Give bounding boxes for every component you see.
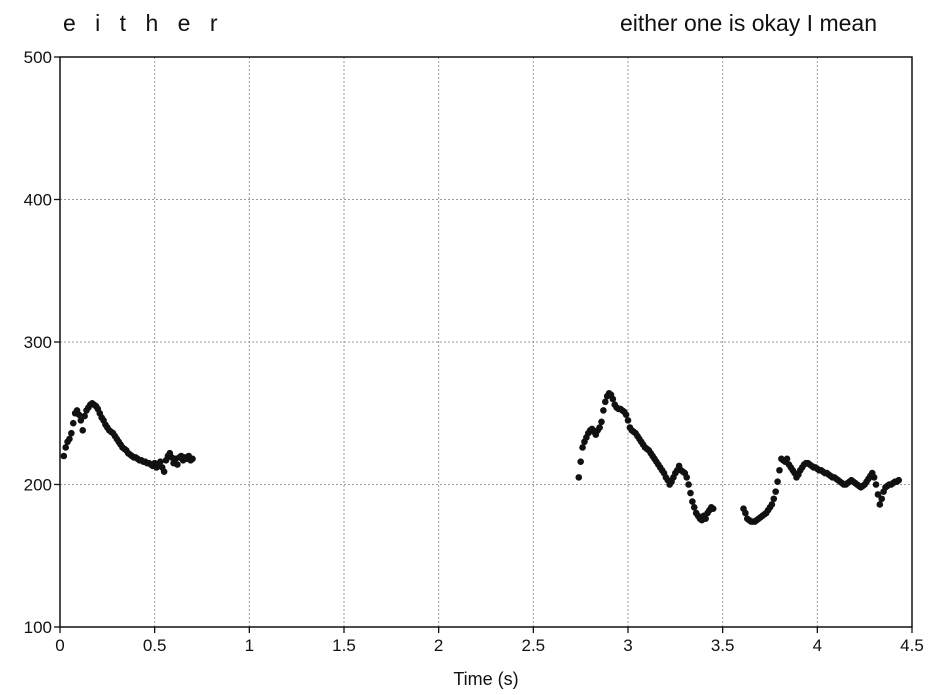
pitch-point [77,417,85,424]
pitch-point [60,452,68,460]
pitch-point [68,429,75,437]
pitch-point [874,491,882,498]
pitch-point [872,481,880,488]
pitch-point [870,474,878,481]
pitch-point [624,417,632,424]
pitch-point [579,444,586,451]
pitch-point [685,481,692,488]
pitch-point [878,495,886,503]
annotation-left: e i t h e r [63,10,224,36]
pitch-point [683,474,690,481]
pitch-point [66,435,73,443]
x-axis-title: Time (s) [453,669,518,689]
pitch-point [774,478,781,485]
pitch-point [742,509,749,517]
x-tick-label: 3.5 [711,636,735,655]
x-tick-label: 4 [813,636,822,655]
x-tick-label: 2 [434,636,443,655]
x-tick-label: 3 [623,636,632,655]
y-tick-label: 200 [24,476,52,495]
pitch-point [772,488,779,495]
pitch-point [622,411,630,418]
pitch-point [702,515,709,522]
pitch-point [575,474,583,481]
y-tick-label: 100 [24,618,52,637]
pitch-point [783,455,791,463]
x-tick-label: 1.5 [332,636,356,655]
y-tick-label: 500 [24,48,52,67]
pitch-point [690,504,698,511]
pitch-point [79,427,87,434]
x-tick-label: 2.5 [522,636,546,655]
pitch-point [689,498,696,505]
pitch-point [609,395,617,403]
pitch-point [600,407,607,414]
pitch-points [60,390,903,525]
pitch-point [709,505,717,513]
pitch-point [62,444,69,451]
pitch-point [189,455,196,463]
pitch-point [601,398,609,406]
pitch-point [174,461,181,468]
pitch-point [776,466,783,474]
y-tick-label: 300 [24,333,52,352]
pitch-point [876,501,884,508]
grid [60,57,912,627]
axis-ticks: 0 0.5 1 1.5 2 2.5 3 3.5 4 4.5 100 200 300 400 500 [24,48,924,655]
pitch-point [768,501,776,508]
pitch-point [157,458,164,466]
annotation-right: either one is okay I mean [620,10,877,36]
pitch-point [69,419,77,427]
y-tick-label: 400 [24,191,52,210]
pitch-point [75,411,83,418]
pitch-point [770,495,778,503]
x-tick-label: 0 [55,636,64,655]
pitch-point [598,418,605,426]
x-tick-label: 0.5 [143,636,167,655]
pitch-point [895,476,903,484]
x-tick-label: 4.5 [900,636,924,655]
pitch-point [577,458,584,466]
pitch-point [596,424,603,431]
pitch-point [81,412,88,420]
x-tick-label: 1 [245,636,254,655]
pitch-point [687,489,694,497]
pitch-point [160,468,168,475]
